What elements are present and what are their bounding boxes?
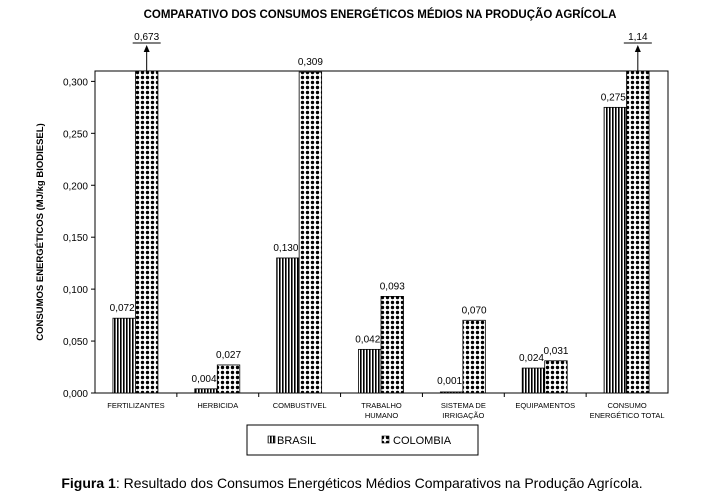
y-axis-label: CONSUMOS ENERGÉTICOS (MJ/kg BIODIESEL)	[35, 123, 46, 340]
data-label: 0,001	[437, 376, 462, 387]
x-tick-label: IRRIGAÇÃO	[442, 411, 484, 420]
legend: BRASIL COLOMBIA	[246, 424, 479, 456]
bar-brasil	[358, 348, 382, 394]
y-tick-label: 0,050	[63, 337, 88, 348]
bar-colombia	[380, 295, 404, 394]
chart-title: COMPARATIVO DOS CONSUMOS ENERGÉTICOS MÉD…	[144, 8, 617, 21]
y-tick-label: 0,150	[63, 233, 88, 244]
legend-swatch-colombia	[381, 435, 390, 444]
x-tick-label: SISTEMA DE	[441, 401, 486, 410]
data-label: 0,004	[192, 374, 217, 385]
x-axis: FERTILIZANTES HERBICIDA COMBUSTIVEL TRABALH…	[107, 393, 665, 420]
data-label: 0,309	[298, 57, 323, 68]
x-tick-label: CONSUMO	[607, 401, 646, 410]
overflow-arrow-head	[634, 45, 641, 52]
caption-prefix: Figura 1	[61, 475, 116, 491]
bar-colombia	[544, 360, 568, 394]
bar-colombia	[626, 70, 650, 394]
data-label: 0,130	[273, 243, 298, 254]
legend-swatch-brasil	[267, 435, 276, 444]
bar-chart: COMPARATIVO DOS CONSUMOS ENERGÉTICOS MÉD…	[35, 8, 669, 456]
bar-brasil	[276, 257, 300, 394]
data-label: 0,027	[216, 350, 241, 361]
x-tick-label: TRABALHO	[361, 401, 402, 410]
y-tick-label: 0,250	[63, 129, 88, 140]
caption-text: : Resultado dos Consumos Energéticos Méd…	[115, 475, 643, 491]
y-axis: 0,000 0,050 0,100 0,150 0,200 0,250 0,300	[63, 77, 95, 400]
y-tick-label: 0,300	[63, 77, 88, 88]
data-label: 0,275	[601, 92, 626, 103]
x-tick-label: COMBUSTIVEL	[273, 401, 327, 410]
data-label: 0,042	[355, 334, 380, 345]
x-tick-label: ENERGÉTICO TOTAL	[590, 411, 665, 420]
x-tick-label: HERBICIDA	[197, 401, 238, 410]
data-label: 0,070	[462, 305, 487, 316]
data-label: 0,673	[134, 32, 159, 43]
legend-label-colombia: COLOMBIA	[393, 435, 452, 447]
bar-colombia	[216, 364, 241, 394]
bars: 0,072 0,004 0,130 0,042 0,001 0,024 0,275 0,673…	[110, 32, 652, 394]
y-tick-label: 0,200	[63, 181, 88, 192]
legend-box	[246, 424, 479, 456]
data-label: 0,093	[380, 281, 405, 292]
bar-brasil	[521, 367, 546, 394]
x-tick-label: FERTILIZANTES	[107, 401, 164, 410]
data-label: 0,072	[110, 303, 135, 314]
overflow-arrow-head	[143, 45, 150, 52]
bar-brasil	[112, 317, 136, 394]
legend-label-brasil: BRASIL	[277, 435, 316, 447]
data-label: 1,14	[628, 32, 648, 43]
bar-colombia	[298, 71, 323, 394]
bar-brasil	[439, 391, 464, 394]
bar-colombia	[135, 70, 159, 394]
data-label: 0,031	[543, 346, 568, 357]
x-tick-label: EQUIPAMENTOS	[515, 401, 575, 410]
y-tick-label: 0,000	[63, 389, 88, 400]
bar-brasil	[194, 388, 218, 394]
figure-caption: Figura 1: Resultado dos Consumos Energét…	[0, 475, 704, 491]
bar-colombia	[462, 319, 486, 394]
bar-brasil	[603, 106, 627, 394]
y-tick-label: 0,100	[63, 285, 88, 296]
x-tick-label: HUMANO	[365, 411, 398, 420]
data-label: 0,024	[519, 353, 544, 364]
